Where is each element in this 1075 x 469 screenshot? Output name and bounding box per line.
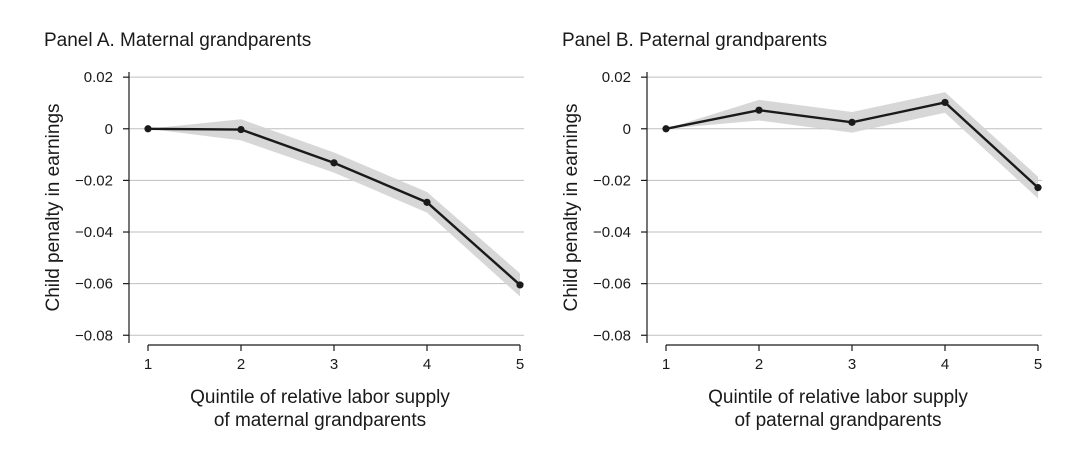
- y-tick-label: 0: [105, 121, 113, 138]
- x-tick-label: 2: [237, 356, 245, 373]
- y-tick-label: −0.08: [593, 327, 631, 344]
- x-axis-title: of paternal grandparents: [734, 410, 941, 431]
- x-tick-label: 4: [423, 356, 431, 373]
- data-point: [662, 125, 670, 133]
- y-tick-label: −0.04: [75, 224, 113, 241]
- y-tick-label: 0.02: [602, 69, 631, 86]
- confidence-band: [666, 92, 1038, 199]
- y-axis-title: Child penalty in earnings: [561, 103, 582, 311]
- panel-maternal: Panel A. Maternal grandparents 0.02 0 −0.0…: [0, 0, 530, 469]
- x-tick-label: 1: [144, 356, 152, 373]
- x-tick-label: 5: [1034, 356, 1042, 373]
- y-tick-label: −0.06: [75, 276, 113, 293]
- panel-title: Panel B. Paternal grandparents: [562, 30, 828, 51]
- data-point: [423, 198, 431, 206]
- y-tick-label: 0.02: [84, 69, 113, 86]
- data-point: [1034, 184, 1042, 192]
- x-axis-title: Quintile of relative labor supply: [190, 387, 450, 408]
- data-point: [144, 125, 152, 133]
- x-tick-label: 2: [755, 356, 763, 373]
- y-tick-label: 0: [623, 121, 631, 138]
- x-tick-label: 3: [330, 356, 338, 373]
- data-point: [516, 281, 524, 289]
- panel-paternal: Panel B. Paternal grandparents 0.02 0 −0.0…: [518, 0, 1048, 469]
- x-axis-title: of maternal grandparents: [214, 410, 426, 431]
- data-point: [848, 118, 856, 126]
- data-point: [755, 106, 763, 114]
- y-tick-label: −0.02: [593, 172, 631, 189]
- x-tick-label: 1: [662, 356, 670, 373]
- x-tick-label: 5: [516, 356, 524, 373]
- series-line: [147, 127, 521, 286]
- confidence-band: [148, 119, 520, 297]
- y-tick-label: −0.02: [75, 172, 113, 189]
- panel-title: Panel A. Maternal grandparents: [44, 30, 312, 51]
- y-axis-title: Child penalty in earnings: [43, 103, 64, 311]
- x-axis-title: Quintile of relative labor supply: [708, 387, 968, 408]
- data-point: [941, 98, 949, 107]
- x-tick-label: 3: [848, 356, 856, 373]
- y-tick-label: −0.08: [75, 327, 113, 344]
- data-point: [330, 159, 338, 167]
- data-point: [237, 125, 245, 134]
- y-tick-label: −0.06: [593, 276, 631, 293]
- y-tick-label: −0.04: [593, 224, 631, 241]
- chart-maternal: 0.02 0 −0.02 −0.04 −0.06 −0.08 1 2 3 4 5 Child pena…: [43, 69, 524, 431]
- chart-paternal: 0.02 0 −0.02 −0.04 −0.06 −0.08 1 2 3 4 5 Child pena…: [561, 69, 1042, 431]
- x-tick-label: 4: [941, 356, 949, 373]
